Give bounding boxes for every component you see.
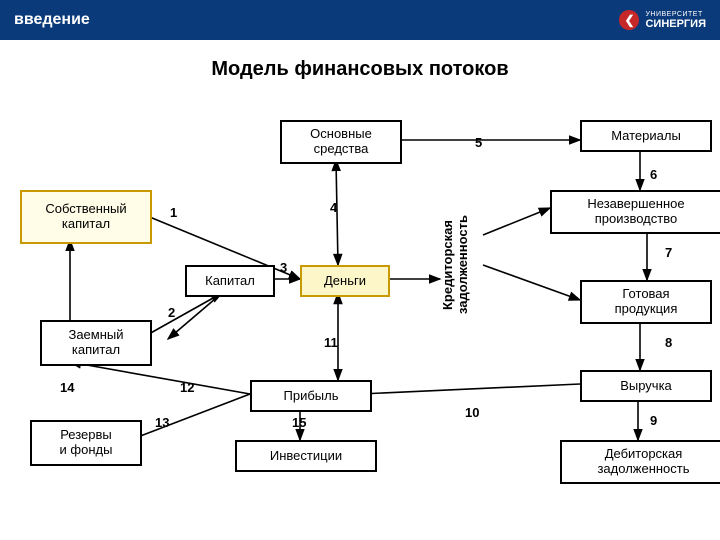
- flow-number-2: 2: [168, 305, 175, 320]
- diagram-canvas: Собственныйкапитал Заемныйкапитал Резервыи…: [0, 95, 720, 540]
- flow-number-9: 9: [650, 413, 657, 428]
- node-invest: Инвестиции: [235, 440, 377, 472]
- logo-badge-icon: ❮: [619, 10, 639, 30]
- flow-number-11: 11: [324, 335, 338, 350]
- flow-number-4: 4: [330, 200, 337, 215]
- node-materials: Материалы: [580, 120, 712, 152]
- brand-name: СИНЕРГИЯ: [645, 18, 706, 30]
- node-goods: Готоваяпродукция: [580, 280, 712, 324]
- node-revenue: Выручка: [580, 370, 712, 402]
- arrow-13: [360, 384, 580, 394]
- flow-number-5: 5: [475, 135, 482, 150]
- node-money: Деньги: [300, 265, 390, 297]
- flow-number-8: 8: [665, 335, 672, 350]
- ap-vertical-label: Кредиторскаязадолженность: [440, 190, 470, 340]
- flow-number-13: 13: [155, 415, 169, 430]
- flow-number-3: 3: [280, 260, 287, 275]
- arrow-2: [168, 293, 222, 339]
- flow-number-15: 15: [292, 415, 306, 430]
- flow-number-14: 14: [60, 380, 74, 395]
- flow-number-7: 7: [665, 245, 672, 260]
- node-wip: Незавершенноепроизводство: [550, 190, 720, 234]
- arrow-7: [483, 208, 550, 235]
- flow-number-6: 6: [650, 167, 657, 182]
- flow-number-12: 12: [180, 380, 194, 395]
- section-title: введение: [14, 11, 90, 29]
- arrow-16: [130, 394, 250, 440]
- node-fixed_assets: Основныесредства: [280, 120, 402, 164]
- brand-logo: ❮ УНИВЕРСИТЕТ СИНЕРГИЯ: [619, 10, 706, 30]
- node-debt: Заемныйкапитал: [40, 320, 152, 366]
- page-title: Модель финансовых потоков: [0, 58, 720, 81]
- arrow-1: [140, 293, 222, 339]
- node-profit: Прибыль: [250, 380, 372, 412]
- flow-number-10: 10: [465, 405, 479, 420]
- node-reserves: Резервыи фонды: [30, 420, 142, 466]
- arrow-8: [483, 265, 580, 300]
- node-equity: Собственныйкапитал: [20, 190, 152, 244]
- top-bar: введение ❮ УНИВЕРСИТЕТ СИНЕРГИЯ: [0, 0, 720, 40]
- node-ar: Дебиторскаязадолженность: [560, 440, 720, 484]
- arrow-15: [70, 362, 250, 394]
- node-capital: Капитал: [185, 265, 275, 297]
- flow-number-1: 1: [170, 205, 177, 220]
- brand-top: УНИВЕРСИТЕТ: [645, 11, 706, 18]
